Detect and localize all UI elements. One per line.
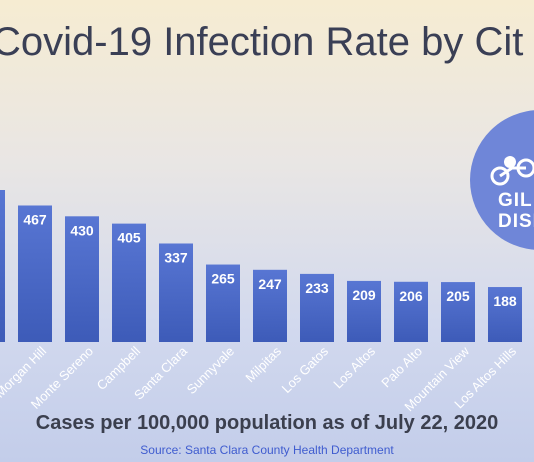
source-note: Source: Santa Clara County Health Depart… bbox=[140, 443, 394, 457]
bar-value-label: 430 bbox=[70, 222, 94, 238]
bar-9 bbox=[394, 281, 428, 342]
bar-1 bbox=[18, 205, 52, 342]
bar-value-label: 188 bbox=[493, 293, 517, 309]
bar-7 bbox=[300, 273, 334, 342]
bar-value-label: 247 bbox=[258, 276, 282, 292]
bar-11 bbox=[488, 287, 522, 342]
chart-title: Covid-19 Infection Rate by Cit bbox=[0, 20, 524, 64]
bar-value-label: 467 bbox=[23, 211, 47, 227]
category-label: Milpitas bbox=[242, 343, 284, 385]
bar-value-label: 205 bbox=[446, 288, 470, 304]
logo-text-1: GIL bbox=[498, 190, 533, 211]
category-label: Sunnyvale bbox=[184, 344, 238, 398]
category-label: Campbell bbox=[94, 343, 144, 393]
caption: Cases per 100,000 population as of July … bbox=[35, 412, 499, 434]
bar-5 bbox=[206, 264, 240, 342]
bar-value-label: 265 bbox=[211, 271, 235, 287]
category-label: Palo Alto bbox=[378, 344, 425, 391]
bar-10 bbox=[441, 282, 475, 342]
bar-4 bbox=[159, 243, 193, 342]
bar-2 bbox=[65, 216, 99, 342]
bar-value-label: 233 bbox=[305, 280, 329, 296]
cyclist-icon bbox=[490, 156, 534, 186]
bar-value-label: 337 bbox=[164, 249, 188, 265]
logo: GIL DISP bbox=[470, 110, 534, 250]
category-label: Los Altos bbox=[330, 343, 378, 391]
bar-value-label: 209 bbox=[352, 287, 376, 303]
bar-value-label: 206 bbox=[399, 288, 423, 304]
bar-0 bbox=[0, 190, 5, 342]
category-label: Los Gatos bbox=[279, 343, 332, 396]
logo-text-2: DISP bbox=[498, 211, 534, 232]
bar-value-label: 405 bbox=[117, 230, 141, 246]
bar-8 bbox=[347, 280, 381, 342]
bar-6 bbox=[253, 269, 287, 342]
bar-3 bbox=[112, 223, 146, 342]
